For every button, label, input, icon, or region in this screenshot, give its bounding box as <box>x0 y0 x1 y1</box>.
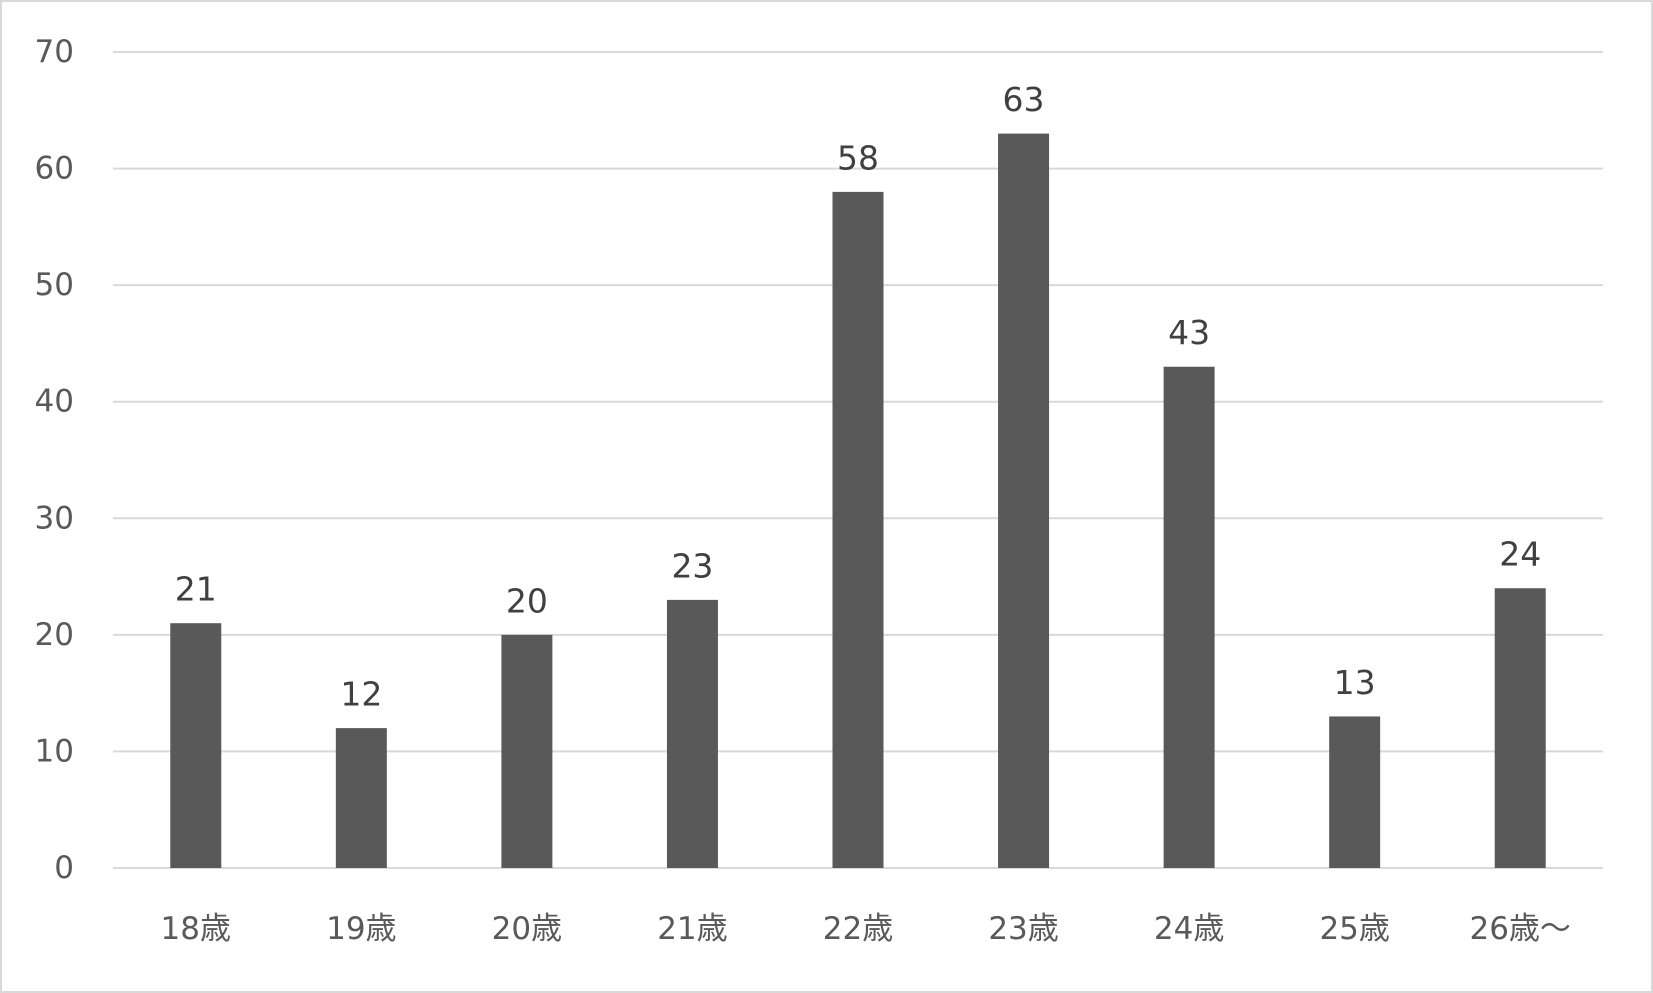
bar-23歳 <box>998 133 1050 869</box>
y-tick-label: 20 <box>35 617 74 653</box>
x-tick-label: 22歳 <box>823 911 893 947</box>
y-axis-tick-labels: 0 10 20 30 40 50 60 70 <box>35 34 74 886</box>
x-tick-label: 26歳～ <box>1469 911 1570 947</box>
data-label: 13 <box>1334 663 1376 702</box>
data-label: 58 <box>837 138 879 177</box>
y-tick-label: 60 <box>35 151 74 187</box>
data-label: 43 <box>1168 313 1210 352</box>
x-axis-tick-labels: 18歳 19歳 20歳 21歳 22歳 23歳 24歳 25歳 26歳～ <box>161 911 1571 947</box>
bar-18歳 <box>170 623 222 868</box>
x-tick-label: 21歳 <box>657 911 727 947</box>
y-tick-label: 40 <box>35 384 74 420</box>
bar-25歳 <box>1329 716 1381 868</box>
data-label: 12 <box>340 675 382 714</box>
bar-20歳 <box>501 634 553 868</box>
data-label: 20 <box>506 581 548 620</box>
x-tick-label: 19歳 <box>326 911 396 947</box>
bars <box>170 133 1546 869</box>
bar-19歳 <box>335 728 387 868</box>
y-tick-label: 0 <box>54 850 74 886</box>
y-tick-label: 30 <box>35 500 74 536</box>
y-tick-label: 50 <box>35 267 74 303</box>
data-label: 23 <box>671 546 713 585</box>
y-tick-label: 10 <box>35 733 74 769</box>
data-label: 24 <box>1499 535 1541 574</box>
bar-22歳 <box>832 191 884 868</box>
data-labels: 21 12 20 23 58 63 43 13 24 <box>175 80 1541 714</box>
bar-21歳 <box>666 599 718 868</box>
bar-24歳 <box>1163 366 1215 868</box>
data-label: 63 <box>1003 80 1045 119</box>
y-tick-label: 70 <box>35 34 74 70</box>
data-label: 21 <box>175 570 217 609</box>
x-tick-label: 24歳 <box>1154 911 1224 947</box>
bar-26歳～ <box>1494 588 1546 868</box>
x-tick-label: 18歳 <box>161 911 231 947</box>
x-tick-label: 23歳 <box>988 911 1058 947</box>
x-tick-label: 25歳 <box>1319 911 1389 947</box>
x-tick-label: 20歳 <box>492 911 562 947</box>
